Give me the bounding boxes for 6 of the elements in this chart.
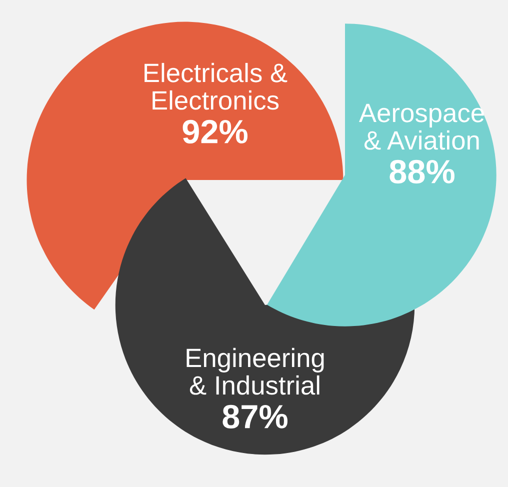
- category-label: Electricals & Electronics: [144, 62, 288, 110]
- category-label: Aerospace & Aviation: [358, 104, 484, 150]
- data-label: 88%: [390, 160, 454, 184]
- data-label: 92%: [182, 120, 248, 144]
- data-label: 87%: [222, 404, 288, 428]
- category-label: Engineering & Industrial: [186, 348, 324, 395]
